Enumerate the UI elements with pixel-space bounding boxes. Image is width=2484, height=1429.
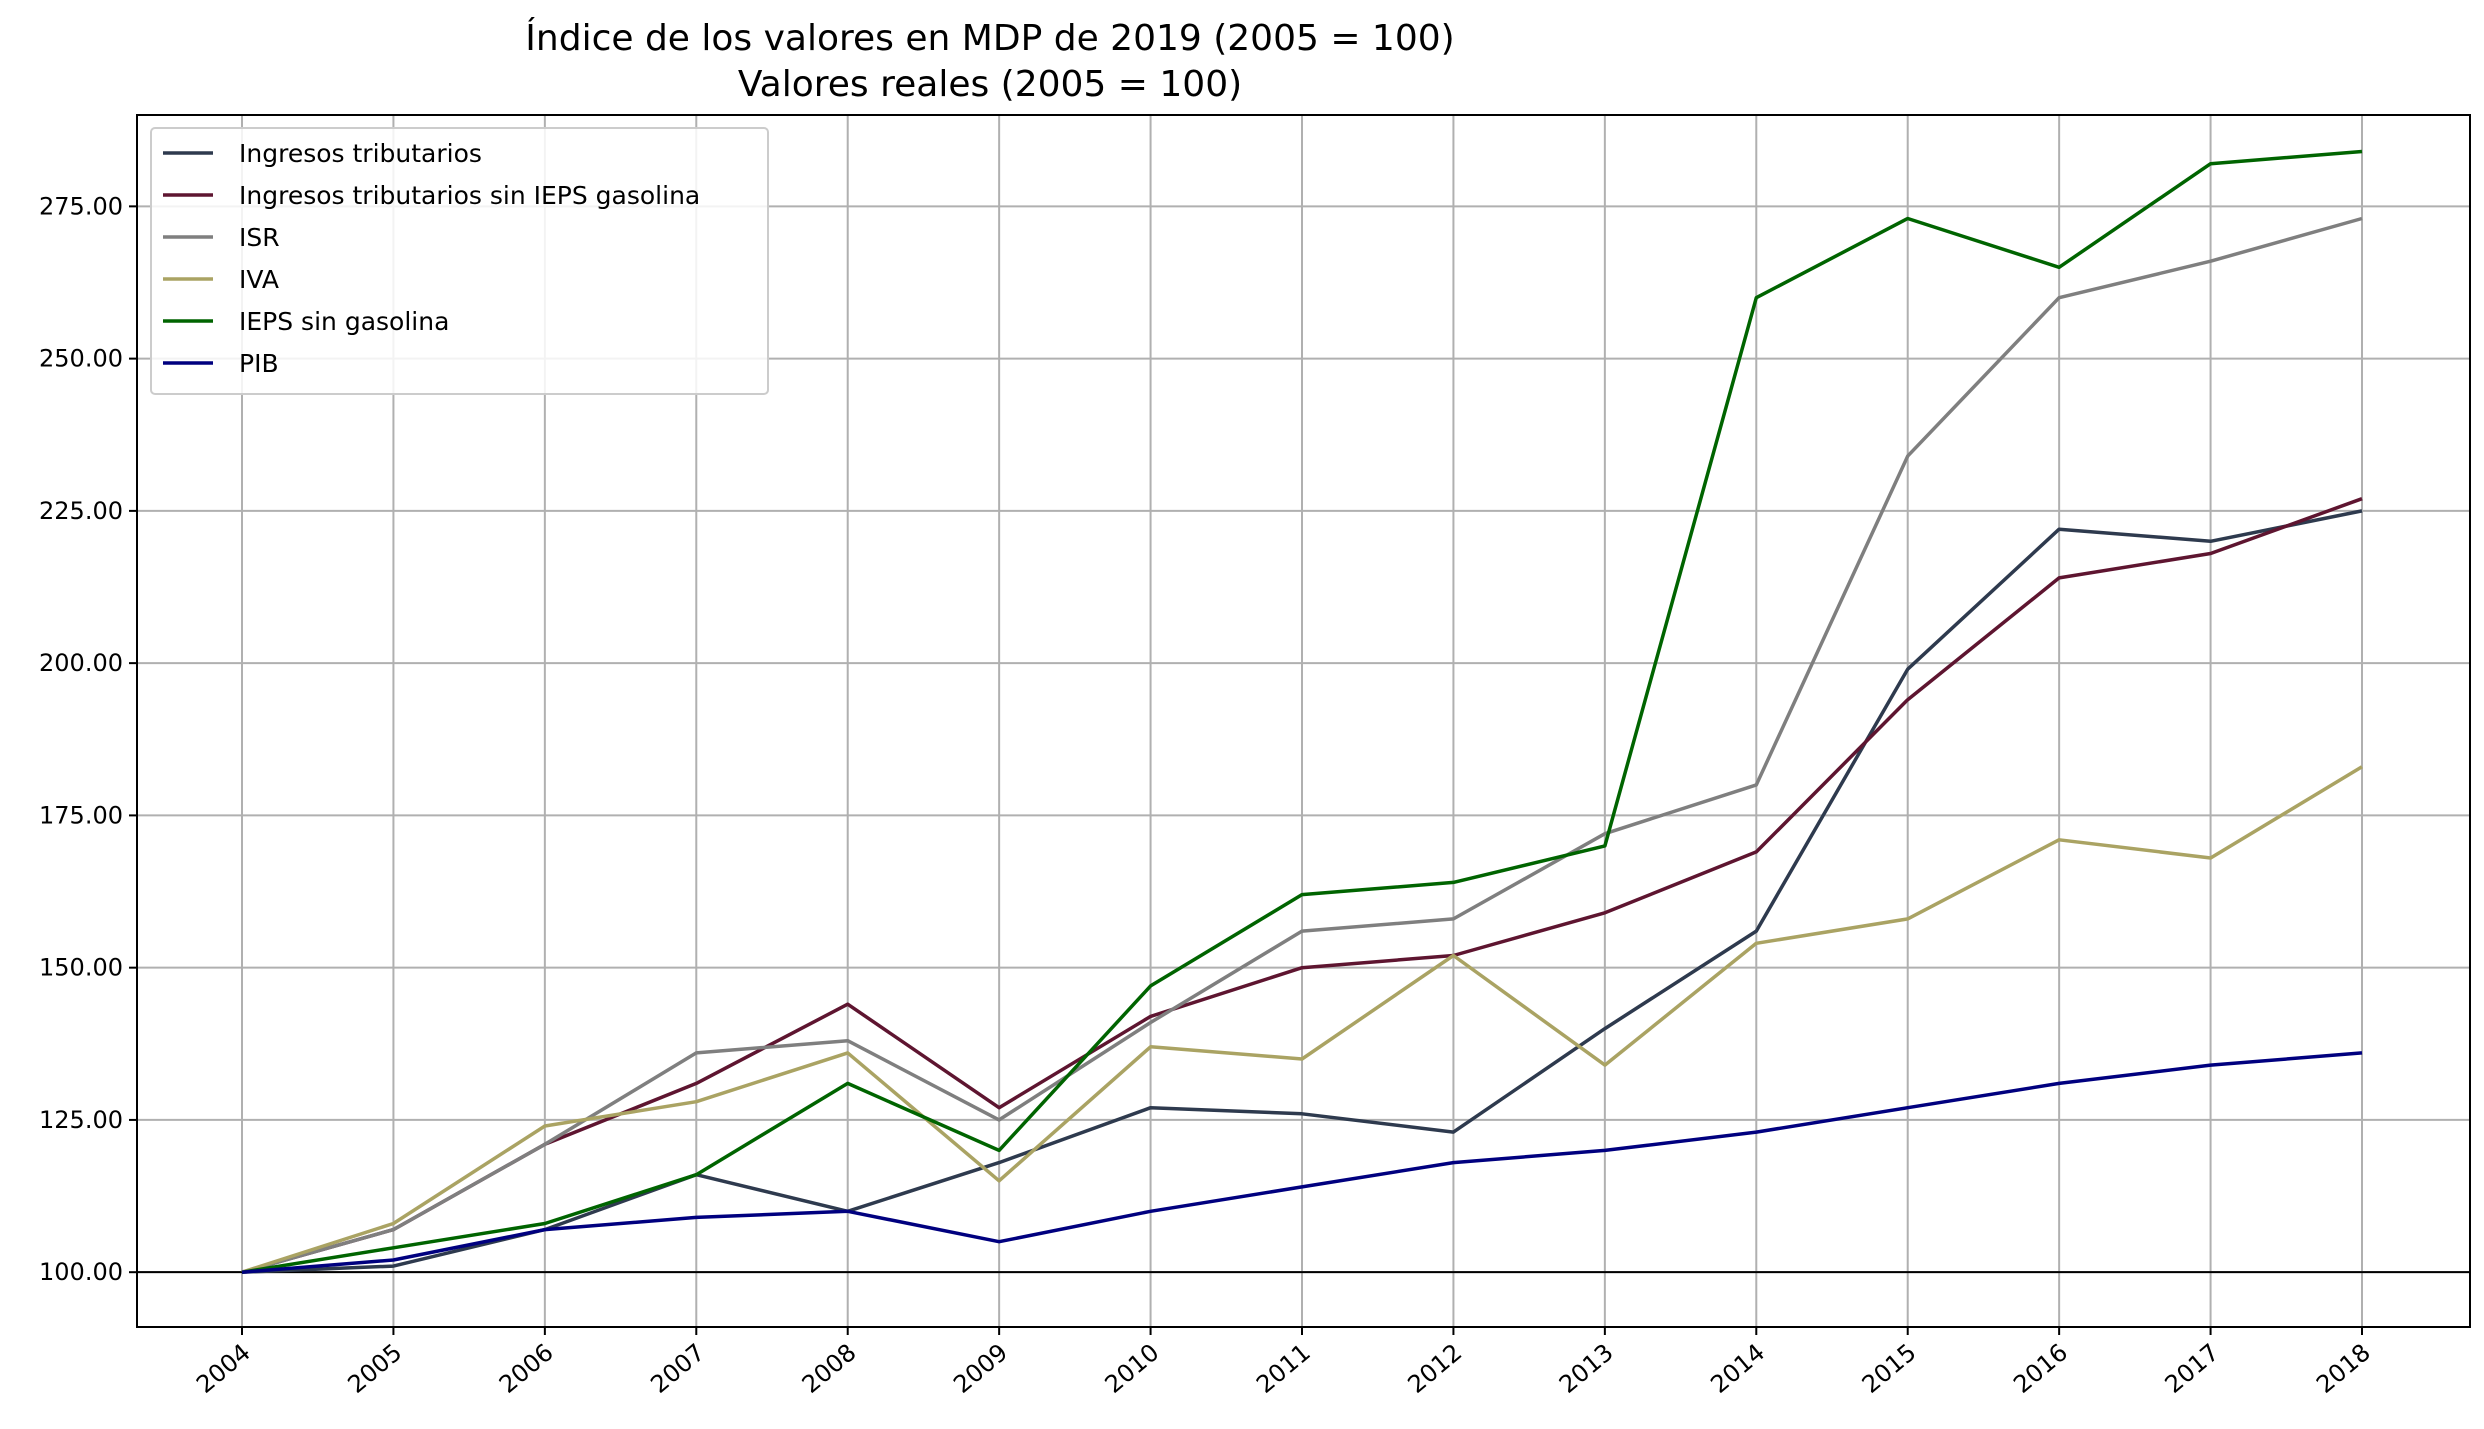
x-tick-label: 2011: [1251, 1338, 1316, 1399]
x-tick-label: 2006: [494, 1338, 559, 1399]
x-tick-label: 2017: [2160, 1338, 2225, 1399]
x-tick-label: 2009: [948, 1338, 1013, 1399]
y-axis: 100.00 125.00 150.00 175.00 200.00 225.00 250.…: [39, 192, 137, 1286]
chart-title: Índice de los valores en MDP de 2019 (20…: [525, 17, 1454, 59]
legend-label: Ingresos tributarios: [239, 139, 482, 168]
series-line-1: [241, 497, 2363, 1274]
x-tick-label: 2014: [1705, 1338, 1770, 1399]
x-tick-label: 2007: [645, 1338, 710, 1399]
legend: Ingresos tributarios Ingresos tributarios…: [150, 127, 769, 395]
x-axis: 2004 2005 2006 2007 2008 2009 2010 2011 2012 2013…: [191, 1327, 2376, 1399]
x-tick-label: 2016: [2008, 1338, 2073, 1399]
chart-subtitle: Valores reales (2005 = 100): [738, 64, 1242, 105]
x-tick-label: 2015: [1857, 1338, 1922, 1399]
legend-label: IEPS sin gasolina: [239, 307, 449, 336]
y-tick-label: 100.00: [39, 1258, 123, 1286]
y-tick-label: 250.00: [39, 345, 123, 373]
legend-label: Ingresos tributarios sin IEPS gasolina: [239, 181, 700, 210]
legend-box: [150, 127, 769, 395]
x-tick-label: 2004: [191, 1338, 256, 1399]
legend-label: IVA: [239, 265, 279, 294]
y-tick-label: 150.00: [39, 954, 123, 982]
series-group: [241, 149, 2363, 1274]
legend-label: PIB: [239, 349, 279, 378]
x-tick-label: 2012: [1402, 1338, 1467, 1399]
y-tick-label: 225.00: [39, 497, 123, 525]
y-tick-label: 175.00: [39, 801, 123, 829]
x-tick-label: 2018: [2311, 1338, 2376, 1399]
y-tick-label: 275.00: [39, 192, 123, 220]
x-tick-label: 2008: [797, 1338, 862, 1399]
series-line-3: [241, 765, 2363, 1274]
x-tick-label: 2010: [1100, 1338, 1165, 1399]
series-line-4: [241, 149, 2363, 1274]
plot-frame: [136, 114, 2471, 1328]
y-tick-label: 125.00: [39, 1106, 123, 1134]
series-line-5: [241, 1051, 2363, 1274]
y-tick-label: 200.00: [39, 649, 123, 677]
series-line-0: [241, 509, 2363, 1274]
x-tick-label: 2013: [1554, 1338, 1619, 1399]
legend-label: ISR: [239, 223, 280, 252]
series-line-2: [241, 216, 2363, 1274]
x-tick-label: 2005: [342, 1338, 407, 1399]
